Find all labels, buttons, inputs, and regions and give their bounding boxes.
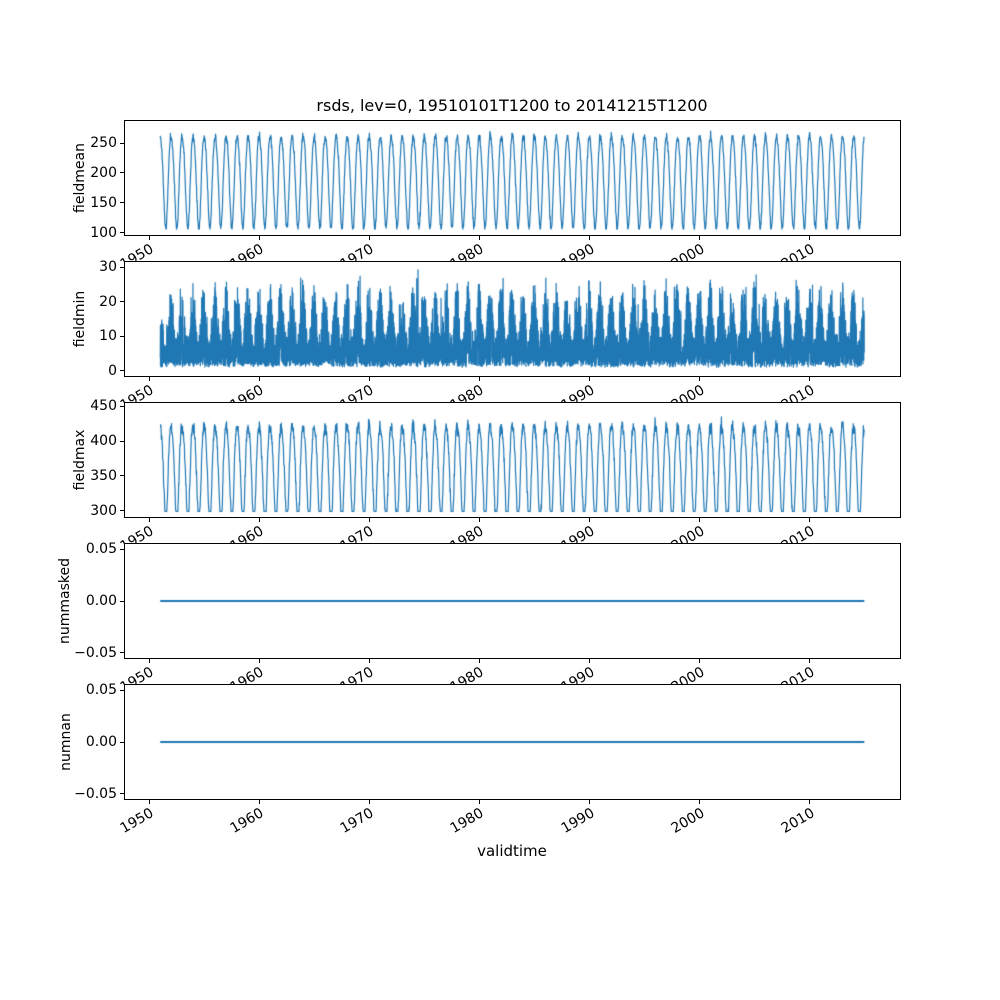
y-tick-label: 400 bbox=[90, 433, 117, 450]
y-tick-label: 10 bbox=[99, 328, 117, 345]
x-tick-mark bbox=[589, 518, 591, 522]
plot-area-nummasked bbox=[124, 543, 901, 659]
y-tick-mark bbox=[120, 370, 124, 372]
x-tick-mark bbox=[258, 800, 260, 804]
y-tick-mark bbox=[120, 172, 124, 174]
x-tick-mark bbox=[589, 236, 591, 240]
y-tick-label: 450 bbox=[90, 398, 117, 415]
y-tick-label: 0.05 bbox=[85, 682, 117, 699]
y-tick-label: 350 bbox=[90, 467, 117, 484]
y-tick-mark bbox=[120, 335, 124, 337]
y-tick-label: 20 bbox=[99, 293, 117, 310]
x-tick-mark bbox=[258, 377, 260, 381]
y-tick-label: 150 bbox=[90, 194, 117, 211]
line-series-numnan bbox=[125, 685, 900, 799]
x-tick-mark bbox=[589, 659, 591, 663]
x-tick-mark bbox=[148, 377, 150, 381]
x-tick-label: 2000 bbox=[668, 805, 708, 837]
x-tick-mark bbox=[478, 377, 480, 381]
x-tick-mark bbox=[809, 659, 811, 663]
y-tick-label: −0.05 bbox=[74, 785, 117, 802]
x-tick-mark bbox=[589, 377, 591, 381]
plot-area-fieldmin bbox=[124, 261, 901, 377]
y-tick-mark bbox=[120, 652, 124, 654]
y-tick-label: 30 bbox=[99, 259, 117, 276]
plot-area-fieldmax bbox=[124, 402, 901, 518]
line-series-fieldmean bbox=[125, 121, 900, 235]
x-tick-label: 1960 bbox=[227, 805, 267, 837]
y-tick-mark bbox=[120, 600, 124, 602]
y-tick-mark bbox=[120, 689, 124, 691]
y-tick-mark bbox=[120, 440, 124, 442]
y-tick-mark bbox=[120, 475, 124, 477]
x-axis-label: validtime bbox=[477, 842, 547, 860]
x-tick-mark bbox=[699, 377, 701, 381]
y-tick-label: 0.00 bbox=[85, 734, 117, 750]
x-tick-mark bbox=[809, 518, 811, 522]
x-tick-mark bbox=[148, 518, 150, 522]
line-series-nummasked bbox=[125, 544, 900, 658]
x-tick-mark bbox=[258, 518, 260, 522]
x-tick-mark bbox=[148, 236, 150, 240]
line-series-fieldmin bbox=[125, 262, 900, 376]
y-tick-mark bbox=[120, 202, 124, 204]
x-tick-label: 1950 bbox=[117, 805, 157, 837]
y-tick-label: 250 bbox=[90, 135, 117, 152]
x-tick-mark bbox=[258, 236, 260, 240]
x-tick-mark bbox=[478, 659, 480, 663]
x-tick-mark bbox=[699, 518, 701, 522]
x-tick-mark bbox=[699, 236, 701, 240]
y-tick-mark bbox=[120, 548, 124, 550]
x-tick-mark bbox=[148, 659, 150, 663]
y-tick-mark bbox=[120, 301, 124, 303]
y-tick-mark bbox=[120, 793, 124, 795]
x-tick-label: 2010 bbox=[778, 805, 818, 837]
x-tick-mark bbox=[699, 800, 701, 804]
x-tick-mark bbox=[589, 800, 591, 804]
x-tick-mark bbox=[148, 800, 150, 804]
x-tick-mark bbox=[368, 236, 370, 240]
x-tick-mark bbox=[809, 800, 811, 804]
y-tick-label: 0.05 bbox=[85, 541, 117, 558]
y-tick-label: 100 bbox=[90, 224, 117, 241]
y-tick-mark bbox=[120, 232, 124, 234]
x-tick-label: 1970 bbox=[338, 805, 377, 837]
x-tick-mark bbox=[368, 377, 370, 381]
x-tick-mark bbox=[478, 518, 480, 522]
y-tick-mark bbox=[120, 510, 124, 512]
y-tick-label: 0.00 bbox=[85, 593, 117, 609]
x-tick-mark bbox=[368, 518, 370, 522]
x-tick-mark bbox=[809, 377, 811, 381]
x-tick-mark bbox=[258, 659, 260, 663]
chart-title: rsds, lev=0, 19510101T1200 to 20141215T1… bbox=[316, 96, 708, 115]
plot-area-numnan bbox=[124, 684, 901, 800]
y-tick-label: 200 bbox=[90, 164, 117, 181]
x-tick-mark bbox=[478, 236, 480, 240]
y-tick-label: 0 bbox=[108, 362, 117, 379]
y-tick-mark bbox=[120, 142, 124, 144]
y-tick-label: −0.05 bbox=[74, 644, 117, 661]
x-tick-mark bbox=[478, 800, 480, 804]
y-tick-mark bbox=[120, 741, 124, 743]
y-tick-label: 300 bbox=[90, 502, 117, 519]
y-tick-mark bbox=[120, 266, 124, 268]
x-tick-mark bbox=[699, 659, 701, 663]
x-tick-mark bbox=[368, 659, 370, 663]
x-tick-mark bbox=[809, 236, 811, 240]
line-series-fieldmax bbox=[125, 403, 900, 517]
plot-area-fieldmean bbox=[124, 120, 901, 236]
y-tick-mark bbox=[120, 405, 124, 407]
x-tick-mark bbox=[368, 800, 370, 804]
